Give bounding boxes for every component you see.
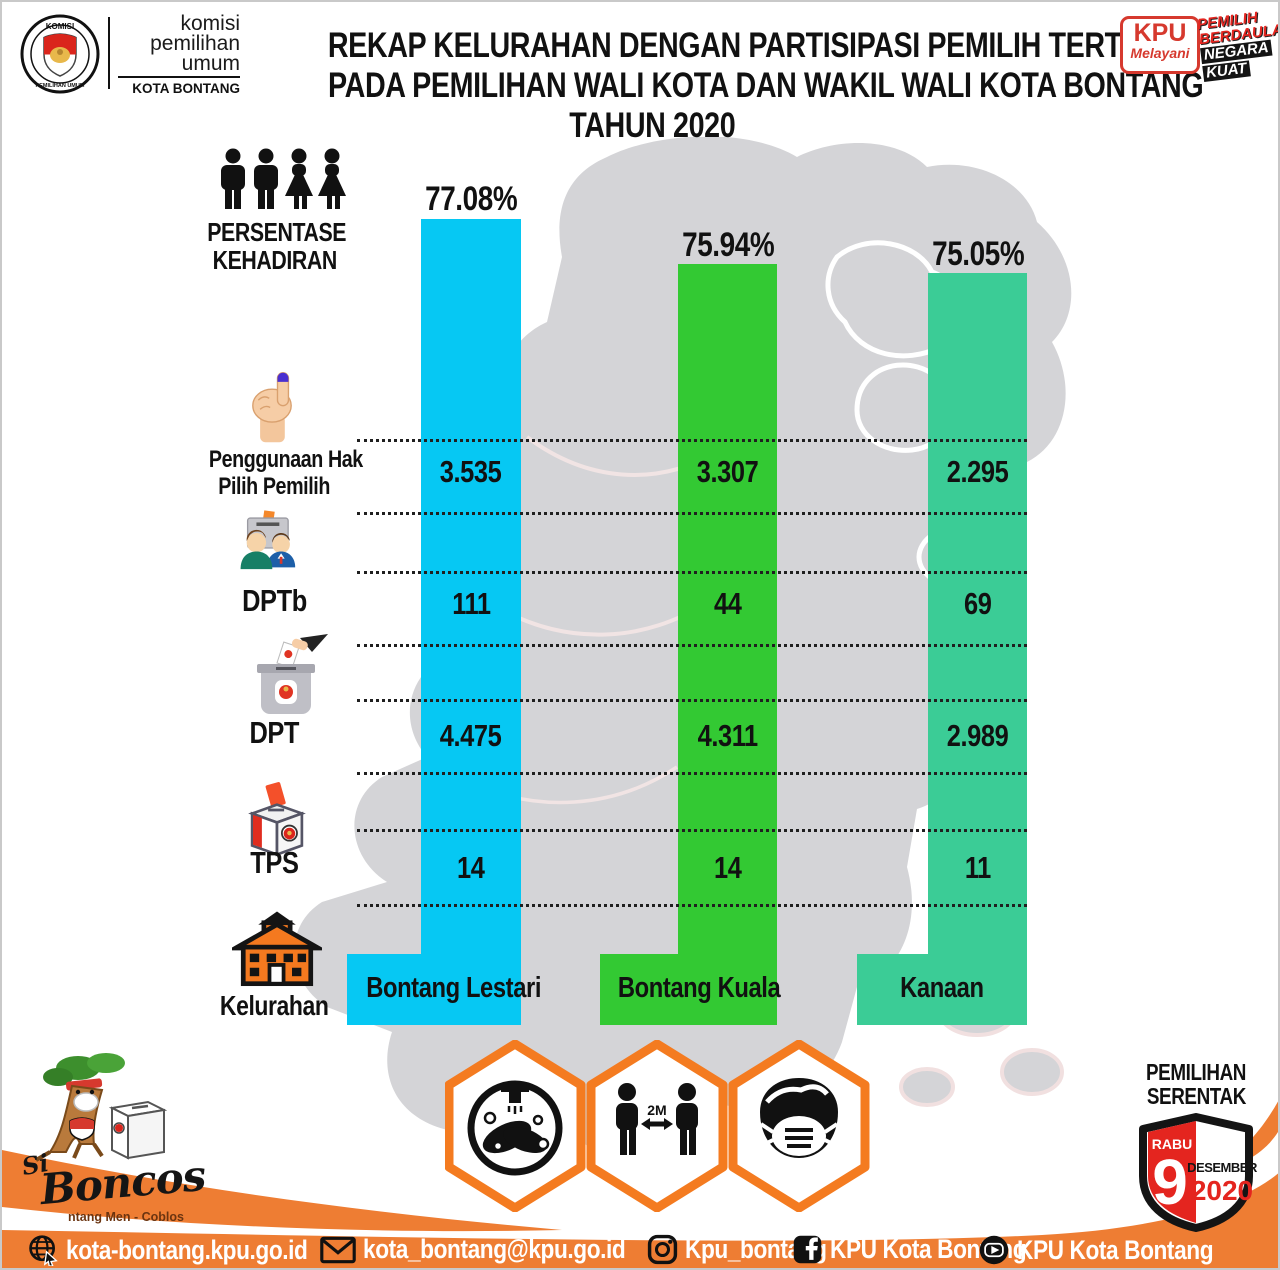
tps-ballot-box-icon [240,778,314,863]
dotted-separator [357,904,1027,907]
value-penggunaan-col2: 3.307 [696,454,759,489]
kpu-melayani-logo: KPU Melayani [1120,16,1200,74]
dotted-separator [357,439,1027,442]
footer-youtube-text: KPU Kota Bontang [1017,1234,1214,1265]
org-line3: umum [181,52,240,75]
dotted-separator [357,699,1027,702]
seal-ring-bottom-text: PEMILIHAN UMUM [36,83,85,89]
serentak-shield-icon: RABU 9 DESEMBER 2020 [1139,1113,1258,1232]
bar-name-bontang-kuala: Bontang Kuala [617,972,781,1004]
percent-bontang-lestari: 77.08% [424,180,518,218]
bar-kanaan [928,273,1027,1025]
org-city: KOTA BONTANG [118,76,240,99]
footer-email-text: kota_bontang@kpu.go.id [363,1234,626,1264]
facebook-icon [793,1235,822,1264]
value-tps-col1: 14 [457,850,485,885]
mascot-tagline: ntang Men - Coblos [68,1210,184,1224]
dpt-ballot-box-icon [244,634,328,729]
dptb-voters-icon [230,510,304,591]
org-line2: pemilihan [150,32,240,55]
dotted-separator [357,512,1027,515]
mascot-ballot-box [108,1100,168,1160]
slogan-line4: KUAT [1202,60,1251,83]
bar-base-bontang-lestari [347,954,521,1025]
kpu-melayani-title: KPU [1133,19,1187,47]
face-mask-hexagon [728,1040,870,1212]
percent-bontang-kuala: 75.94% [681,226,775,264]
dotted-separator [357,772,1027,775]
bar-name-kanaan: Kanaan [900,972,984,1004]
distance-2m-label: 2M [647,1102,666,1118]
kelurahan-building-icon [226,908,328,995]
kpu-org-name: komisi pemilihan umum KOTA BONTANG [118,12,240,104]
footer-website-text: kota-bontang.kpu.go.id [66,1234,308,1265]
youtube-icon [979,1235,1009,1265]
value-dptb-col2: 44 [713,586,742,621]
percent-kanaan: 75.05% [931,235,1025,273]
dotted-separator [357,571,1027,574]
value-dpt-col2: 4.311 [697,718,758,753]
wash-hands-hexagon [445,1040,586,1212]
logo-divider [108,17,110,89]
footer-website: kota-bontang.kpu.go.id [27,1234,353,1266]
instagram-icon [647,1234,678,1265]
value-tps-col2: 14 [713,850,742,885]
value-tps-col3: 11 [964,850,991,885]
row-label-persentase-kehadiran: PERSENTASE KEHADIRAN [207,217,347,275]
title-line-1: REKAP KELURAHAN DENGAN PARTISIPASI PEMIL… [327,26,1202,65]
title-line-3: TAHUN 2020 [568,106,736,145]
si-boncos-mascot: Si Boncos ntang Men - Coblos [20,1050,207,1230]
footer-youtube: KPU Kota Bontang [978,1234,1250,1266]
row-label-dptb: DPTb [242,583,307,618]
attendance-people-icon [217,148,349,217]
pemilihan-serentak-badge: PEMILIHAN SERENTAK RABU 9 DESEMBER 2020 [1120,1060,1272,1239]
serentak-line1: PEMILIHAN [1145,1059,1247,1085]
row-label-dpt: DPT [249,715,300,750]
row-label-kelurahan: Kelurahan [220,990,329,1021]
bar-base-kanaan [857,954,1027,1025]
title-line-2: PADA PEMILIHAN WALI KOTA DAN WAKIL WALI … [328,66,1204,105]
kpu-melayani-subtitle: Melayani [1130,45,1190,61]
serentak-month: DESEMBER [1187,1160,1258,1175]
serentak-day: RABU [1152,1136,1192,1152]
footer-email: kota_bontang@kpu.go.id [320,1234,675,1265]
inked-finger-icon [240,358,304,451]
physical-distancing-hexagon: 2M [586,1040,728,1212]
value-dpt-col3: 2.989 [946,718,1009,753]
value-penggunaan-col1: 3.535 [440,454,502,489]
bar-bontang-lestari [421,219,521,1025]
serentak-line2: SERENTAK [1146,1083,1246,1109]
value-penggunaan-col3: 2.295 [946,454,1009,489]
serentak-date: 9 [1152,1146,1188,1218]
kpu-bontang-logo: KOMISI PEMILIHAN UMUM komisi pemilihan u… [20,12,240,104]
serentak-year: 2020 [1191,1175,1253,1206]
health-protocol-icons: 2M [445,1040,870,1212]
value-dptb-col1: 111 [451,586,491,621]
wash-hands-icon [467,1080,563,1176]
pemilih-berdaulat-slogan: PEMILIH BERDAULAT NEGARA KUAT [1196,7,1278,83]
row-label-penggunaan-hak-pilih: Penggunaan Hak Pilih Pemilih [208,446,363,500]
si-boncos-illustration [35,1053,168,1162]
bar-base-bontang-kuala [600,954,777,1025]
globe-icon [29,1235,58,1266]
row-label-tps: TPS [250,845,299,880]
dotted-separator [357,829,1027,832]
kpu-seal-icon: KOMISI PEMILIHAN UMUM [20,14,100,94]
org-line1: komisi [180,12,240,35]
dotted-separator [357,644,1027,647]
page-title: REKAP KELURAHAN DENGAN PARTISIPASI PEMIL… [232,26,1204,146]
value-dptb-col3: 69 [963,586,992,621]
value-dpt-col1: 4.475 [440,718,502,753]
bar-name-bontang-lestari: Bontang Lestari [366,972,542,1004]
email-icon [320,1236,356,1263]
seal-ring-top-text: KOMISI [46,22,74,31]
physical-distancing-icon [616,1083,698,1155]
